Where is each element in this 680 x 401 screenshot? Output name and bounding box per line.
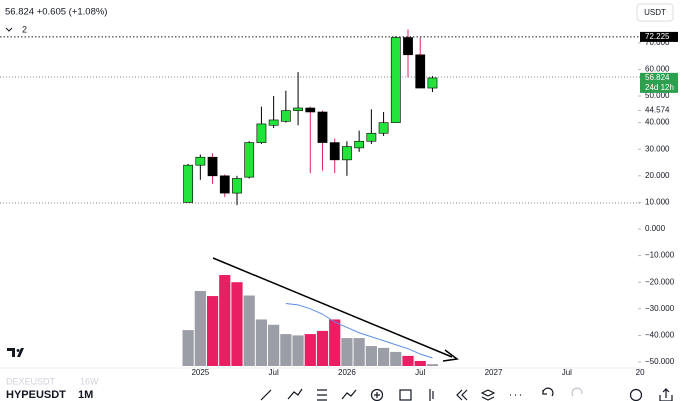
histogram-bar [402,355,414,366]
y-tick-label: 10.000 [645,198,670,207]
y-tick-label: −10.000 [645,251,675,260]
candle-body [403,37,413,56]
tool-calc[interactable] [399,389,412,401]
candle-body [244,142,255,178]
price-marker-label: 44.574 [645,106,670,115]
candle-body [378,122,389,134]
trend-line [212,257,453,358]
histogram-bar [182,330,194,366]
price-marker-label: 72.225 [645,32,670,41]
symbol[interactable]: HYPEUSDT [6,389,66,401]
candle-body [268,119,279,126]
candle-body [329,142,340,161]
histogram-bar [377,347,390,366]
y-tick-label: 40.000 [645,118,670,127]
currency[interactable]: USDT [644,8,666,17]
tool-layers[interactable] [480,389,496,401]
y-tick-label: 60.000 [645,65,670,74]
histogram-bar [231,282,243,366]
histogram-bar [194,290,206,366]
y-tick-label: 0.000 [645,224,666,233]
ghost-interval: 16W [80,376,99,386]
histogram-bar [206,296,219,366]
histogram-bar [316,330,329,366]
candle-body [390,37,401,123]
signal-line [285,302,433,359]
candle-body [366,132,377,142]
histogram-bar [255,319,268,366]
candle-body [427,77,438,89]
price-marker-box [640,72,678,93]
histogram-bar [341,338,353,366]
tool-pattern[interactable] [341,389,357,400]
y-tick-label: −40.000 [645,331,675,340]
y-tick-label: −20.000 [645,277,675,286]
x-tick-label: Jul [562,368,572,377]
tool-pen[interactable] [260,389,272,401]
candle-body [354,140,365,149]
currency-button[interactable] [636,3,674,22]
tool-replay[interactable] [456,389,468,401]
histogram-bar [365,346,377,366]
tool-trend[interactable] [287,388,303,400]
histogram-bar [329,319,341,366]
candle-body [256,123,267,143]
y-tick-label: −30.000 [645,304,675,313]
histogram-bar [268,324,280,366]
y-tick-label: 20.000 [645,171,670,180]
candle-body [195,156,206,166]
toolbar [0,386,680,401]
quote: 56.824 +0.605 (+1.08%) [5,7,107,18]
x-tick-label: 2025 [191,368,209,377]
tool-fib[interactable] [317,389,327,401]
tool-redo [571,387,583,397]
price-marker-box [640,31,678,42]
x-tick-label: 2026 [338,368,356,377]
candle-body [317,111,328,143]
tool-share[interactable] [659,388,673,401]
histogram-bar [219,275,231,366]
candle-body [207,156,218,177]
candle-body [232,178,242,194]
y-tick-label: 50.000 [645,91,670,100]
price-marker-sublabel: 24d 12h [645,83,674,92]
tool-undo[interactable] [542,387,554,397]
candle-body [280,110,291,122]
candle-body [342,146,352,161]
plot-area: 70.000 60.000 50.000 40.000 30.000 20.000 10.0… [0,29,678,377]
histogram-bar [426,364,439,366]
histogram-bar [414,360,426,366]
candle-body [219,175,230,194]
collapse-count[interactable]: 2 [22,24,27,34]
candle-body [415,54,426,89]
interval[interactable]: 1M [78,389,93,401]
tool-add-plus[interactable] [374,392,380,398]
histogram-bar [292,335,304,366]
tool-candles[interactable] [429,389,434,401]
price-marker-label: 56.824 [645,73,670,82]
x-tick-label: Jul [269,368,279,377]
x-tick-label: 20 [636,368,645,377]
histogram-bar [280,334,292,366]
histogram-bar [304,334,316,366]
candle-body [183,164,194,203]
candle-body [293,107,303,111]
trend-arrow [442,349,459,362]
candle-body [305,107,316,113]
chevron[interactable] [5,27,13,32]
x-tick-label: Jul [415,368,425,377]
histogram-bar [243,295,255,366]
y-tick-label: 70.000 [645,38,670,47]
x-tick-label: 2027 [485,368,503,377]
y-tick-label: 30.000 [645,144,670,153]
ghost-symbol: DEXEUSDT [6,376,56,386]
y-tick-label: −50.000 [645,357,675,366]
histogram-bar [353,338,365,366]
histogram-bar [390,351,402,366]
logo [7,348,24,357]
